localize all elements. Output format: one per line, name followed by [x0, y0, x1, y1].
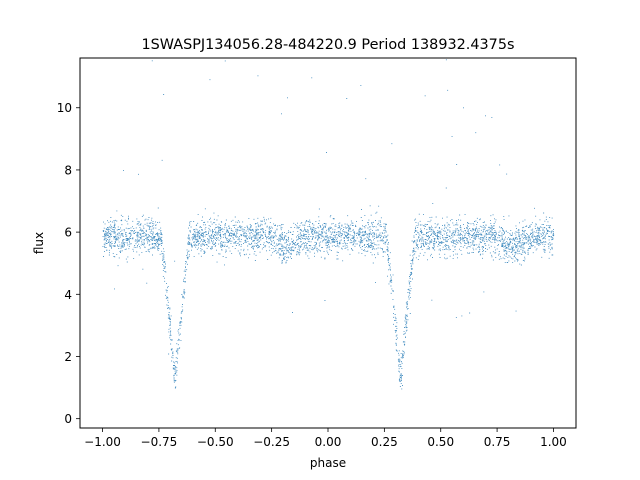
x-tick-label: −0.50 — [197, 435, 234, 449]
y-axis: 0 2 4 6 8 10 — [57, 101, 80, 426]
x-tick-label: 0.50 — [427, 435, 454, 449]
x-tick-label: 0.00 — [315, 435, 342, 449]
x-tick-label: −0.75 — [141, 435, 178, 449]
x-tick-label: 0.25 — [371, 435, 398, 449]
x-axis-label: phase — [310, 456, 346, 470]
x-tick-label: 1.00 — [540, 435, 567, 449]
x-tick-label: 0.75 — [484, 435, 511, 449]
y-tick-label: 0 — [64, 412, 72, 426]
scatter-points — [102, 59, 555, 390]
y-tick-label: 6 — [64, 226, 72, 240]
flux-points — [102, 59, 555, 390]
y-tick-label: 8 — [64, 163, 72, 177]
x-axis: −1.00 −0.75 −0.50 −0.25 0.00 0.25 0.50 0.75 1.00 — [84, 428, 567, 449]
chart-title: 1SWASPJ134056.28-484220.9 Period 138932.… — [142, 37, 515, 53]
x-tick-label: −0.25 — [253, 435, 290, 449]
y-axis-label: flux — [32, 232, 46, 254]
y-tick-label: 10 — [57, 101, 72, 115]
y-tick-label: 4 — [64, 288, 72, 302]
y-tick-label: 2 — [64, 350, 72, 364]
x-tick-label: −1.00 — [84, 435, 121, 449]
